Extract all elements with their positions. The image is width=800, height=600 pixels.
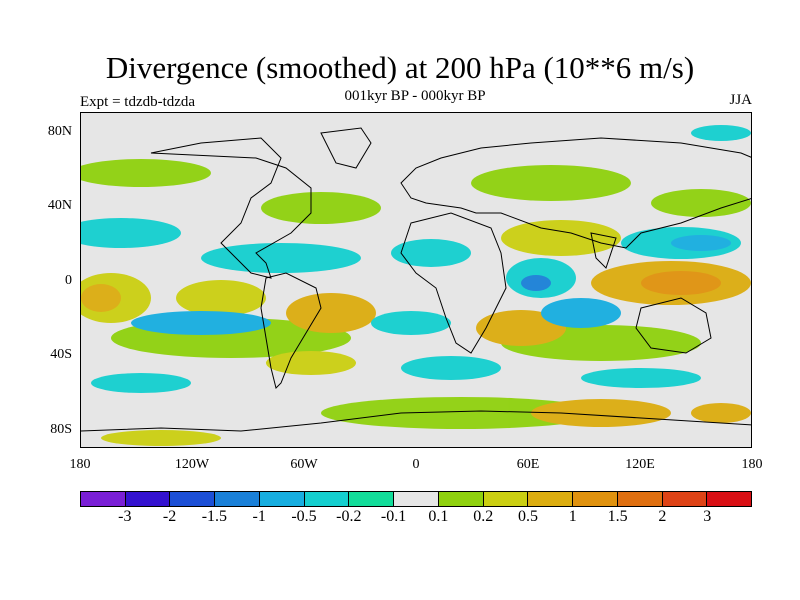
lon-label: 120E	[625, 457, 655, 472]
divergence-map	[80, 112, 752, 448]
field-blob	[81, 159, 211, 187]
colorbar-swatch	[304, 492, 350, 506]
south-america	[260, 272, 322, 389]
colorbar-swatch	[170, 492, 216, 506]
colorbar-label: 3	[703, 508, 712, 525]
colorbar-swatch	[617, 492, 663, 506]
field-blob	[286, 293, 376, 333]
field-blob	[176, 280, 266, 316]
africa	[400, 212, 507, 354]
field-blob	[471, 165, 631, 201]
colorbar-swatch	[349, 492, 395, 506]
field-blob	[81, 218, 181, 248]
experiment-label: Expt = tdzdb-tdzda	[80, 94, 196, 110]
colorbar-label: 1.5	[607, 508, 628, 525]
lon-label: 120W	[174, 457, 210, 472]
season-label: JJA	[729, 92, 752, 108]
field-blob	[371, 311, 451, 335]
plot-subtitle: 001kyr BP - 000kyr BP	[344, 88, 486, 104]
field-blob	[391, 239, 471, 267]
lat-label: 40S	[50, 347, 72, 362]
lon-label: 0	[412, 457, 420, 472]
colorbar-swatch	[662, 492, 708, 506]
field-blob	[691, 403, 751, 423]
colorbar-swatch	[438, 492, 484, 506]
field-blob	[501, 220, 621, 256]
greenland	[320, 127, 372, 169]
colorbar-label: -2	[162, 508, 177, 525]
colorbar-label: -3	[118, 508, 132, 525]
colorbar	[80, 491, 752, 507]
colorbar-swatch	[573, 492, 618, 506]
field-blob	[476, 310, 566, 346]
field-blob	[581, 368, 701, 388]
colorbar-swatch	[707, 492, 752, 506]
eurasia	[400, 137, 751, 249]
colorbar-swatch	[394, 492, 439, 506]
field-blob	[691, 125, 751, 141]
lat-label: 0	[65, 273, 72, 288]
colorbar-label: 0.2	[473, 508, 494, 525]
field-blob	[91, 373, 191, 393]
field-blob	[641, 271, 721, 295]
colorbar-swatch	[81, 492, 126, 506]
plot-title: Divergence (smoothed) at 200 hPa (10**6 …	[105, 50, 695, 85]
map-canvas	[81, 113, 751, 447]
colorbar-label: -0.5	[291, 508, 317, 525]
north-america	[150, 137, 312, 279]
field-blob	[321, 397, 601, 429]
field-blob	[81, 284, 121, 312]
field-blob	[131, 311, 271, 335]
lon-label: 180	[69, 457, 91, 472]
colorbar-swatch	[483, 492, 529, 506]
colorbar-label: 1	[568, 508, 577, 525]
field-blob	[531, 399, 671, 427]
field-blob	[651, 189, 751, 217]
colorbar-swatch	[125, 492, 171, 506]
india	[590, 232, 617, 269]
colorbar-label: -0.1	[380, 508, 407, 525]
field-blob	[671, 235, 731, 251]
australia	[635, 297, 712, 354]
colorbar-label: -1	[252, 508, 266, 525]
antarctica	[81, 410, 751, 432]
colorbar-swatch	[215, 492, 260, 506]
coastlines	[81, 127, 751, 432]
field-blob	[521, 275, 551, 291]
field-blob	[401, 356, 501, 380]
lat-label: 80S	[50, 422, 72, 437]
field-blob	[541, 298, 621, 328]
colorbar-swatch	[528, 492, 574, 506]
field-blob	[266, 351, 356, 375]
lat-label: 80N	[47, 124, 72, 139]
lon-label: 60E	[516, 457, 540, 472]
colorbar-label: 2	[658, 508, 667, 525]
field-blob	[101, 430, 221, 446]
colorbar-label: 0.5	[518, 508, 538, 525]
divergence-field	[81, 125, 751, 446]
lon-label: 60W	[290, 457, 318, 472]
lat-label: 40N	[47, 198, 72, 213]
lon-label: 180	[741, 457, 763, 472]
colorbar-label: -0.2	[336, 508, 362, 525]
colorbar-label: -1.5	[201, 508, 228, 525]
colorbar-label: 0.1	[428, 508, 449, 525]
field-blob	[201, 243, 361, 273]
field-blob	[261, 192, 381, 224]
colorbar-swatch	[259, 492, 305, 506]
